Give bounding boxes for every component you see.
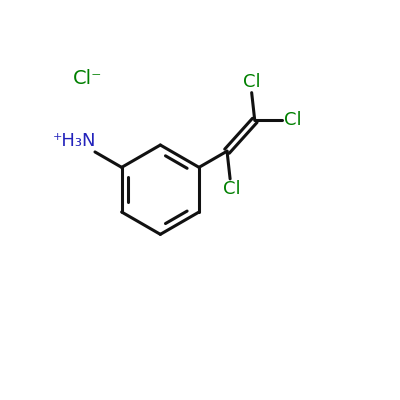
Text: Cl: Cl: [284, 111, 302, 129]
Text: Cl: Cl: [223, 180, 240, 198]
Text: Cl: Cl: [243, 73, 260, 91]
Text: ⁺H₃N: ⁺H₃N: [53, 132, 96, 150]
Text: Cl⁻: Cl⁻: [72, 69, 102, 88]
